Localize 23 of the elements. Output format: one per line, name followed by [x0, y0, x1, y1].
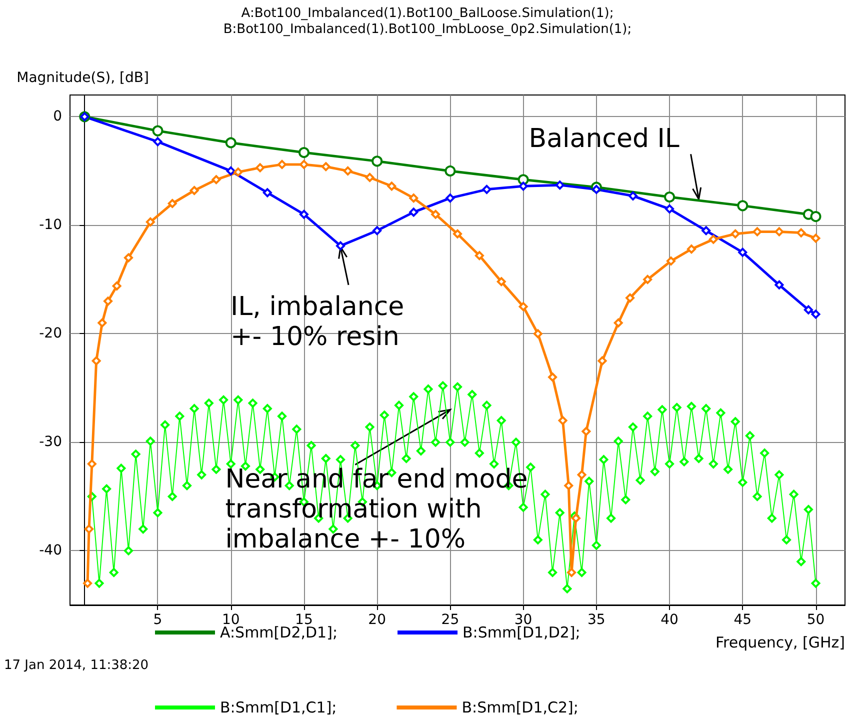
x-tick-label: 40 — [660, 612, 678, 628]
y-tick-label: 0 — [53, 108, 62, 125]
chart-subtitle: B:Bot100_Imbalanced(1).Bot100_ImbLoose_0p2.Simulation(1); — [223, 22, 632, 37]
y-tick-label: -10 — [39, 217, 62, 234]
x-tick-label: 5 — [153, 612, 162, 628]
x-tick-label: 50 — [806, 612, 825, 628]
y-axis-title: Magnitude(S), [dB] — [16, 70, 149, 86]
legend-label: B:Smm[D1,C1]; — [220, 698, 337, 716]
chart-title: A:Bot100_Imbalanced(1).Bot100_BalLoose.Simulation(1); — [241, 6, 614, 21]
x-tick-label: 25 — [441, 612, 460, 628]
y-tick-label: -40 — [39, 542, 62, 559]
annotation: IL, imbalance +- 10% resin — [230, 292, 404, 352]
legend-label: B:Smm[D1,D2]; — [462, 624, 580, 642]
legend-label: A:Smm[D2,D1]; — [220, 624, 338, 642]
x-tick-label: 45 — [734, 612, 752, 628]
legend-label: B:Smm[D1,C2]; — [462, 698, 578, 716]
x-axis-title: Frequency, [GHz] — [715, 634, 845, 652]
x-tick-label: 35 — [588, 612, 606, 628]
text: 17 Jan 2014, 11:38:20 — [4, 658, 149, 673]
x-tick-label: 20 — [368, 612, 386, 628]
y-tick-label: -30 — [39, 434, 62, 450]
y-tick-label: -20 — [39, 326, 62, 342]
annotation: Balanced IL — [528, 124, 680, 154]
